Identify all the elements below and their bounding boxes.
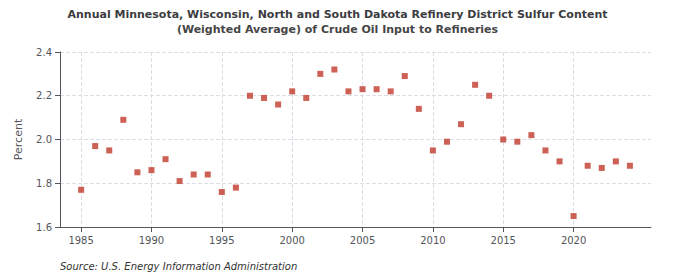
svg-text:2000: 2000 <box>279 235 304 246</box>
svg-text:1.6: 1.6 <box>36 222 52 233</box>
svg-text:2.4: 2.4 <box>36 47 52 58</box>
svg-text:2015: 2015 <box>491 235 516 246</box>
svg-text:2.0: 2.0 <box>36 134 52 145</box>
svg-text:Annual Minnesota, Wisconsin, N: Annual Minnesota, Wisconsin, North and S… <box>67 8 607 21</box>
svg-text:1985: 1985 <box>68 235 93 246</box>
svg-text:1.8: 1.8 <box>36 178 52 189</box>
svg-text:2010: 2010 <box>420 235 445 246</box>
svg-text:(Weighted Average) of Crude Oi: (Weighted Average) of Crude Oil Input to… <box>177 23 499 36</box>
svg-text:2005: 2005 <box>350 235 375 246</box>
svg-text:1990: 1990 <box>139 235 164 246</box>
svg-text:Percent: Percent <box>12 118 25 160</box>
svg-text:2020: 2020 <box>561 235 586 246</box>
svg-text:Source: U.S. Energy Informatio: Source: U.S. Energy Information Administ… <box>60 261 297 272</box>
svg-text:1995: 1995 <box>209 235 234 246</box>
svg-text:2.2: 2.2 <box>36 90 52 101</box>
